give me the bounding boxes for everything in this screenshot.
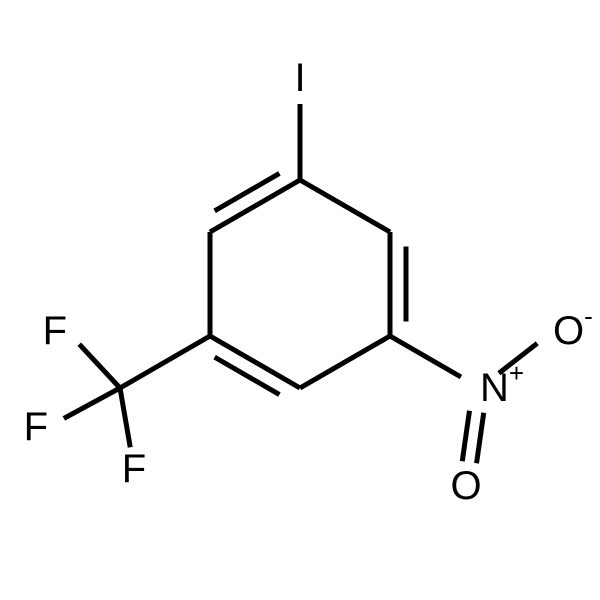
atom-f1: F — [43, 309, 67, 353]
atom-f2: F — [24, 405, 48, 449]
molecule-diagram: I F F F N+ O- O — [0, 0, 600, 600]
atom-n: N+ — [480, 358, 524, 410]
atom-o2: O — [450, 464, 481, 508]
atom-o1: O- — [553, 301, 593, 353]
atom-f3: F — [122, 447, 146, 491]
atom-i: I — [294, 56, 305, 100]
